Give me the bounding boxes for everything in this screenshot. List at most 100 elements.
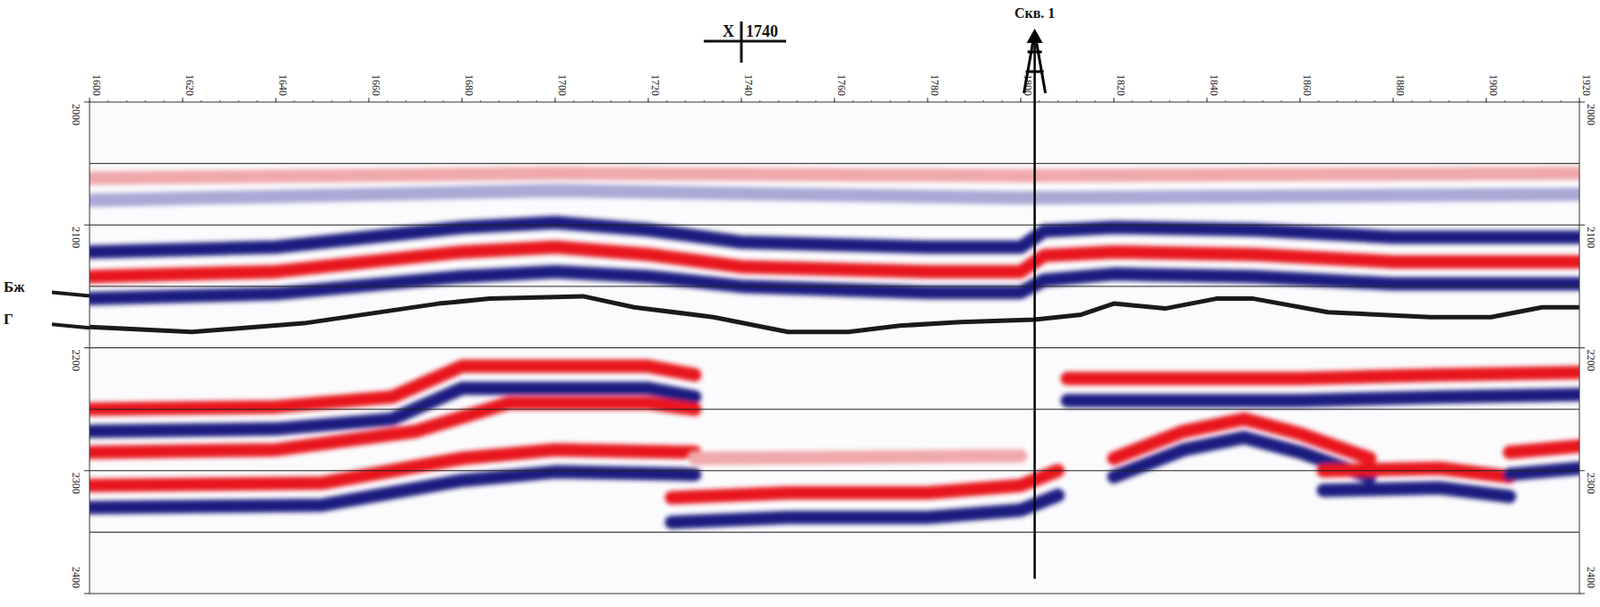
x-tick-label: 1700 — [556, 74, 569, 96]
x-minor-tick — [424, 100, 426, 103]
horizon — [89, 296, 1580, 333]
x-minor-tick — [275, 100, 277, 103]
x-minor-tick — [1057, 100, 1059, 103]
y-tick-label: 2100 — [1584, 226, 1598, 249]
x-minor-tick — [1281, 100, 1283, 103]
x-minor-tick — [1113, 100, 1115, 103]
x-minor-tick — [834, 100, 836, 103]
x-minor-tick — [983, 100, 984, 103]
y-tick-label: 2100 — [69, 226, 83, 249]
x-minor-tick — [1522, 100, 1524, 103]
x-minor-tick — [1131, 100, 1133, 103]
y-tick-label: 2000 — [1584, 103, 1598, 126]
x-minor-tick — [1393, 100, 1395, 103]
x-tick-label: 1900 — [1487, 74, 1500, 96]
x-tick — [555, 97, 557, 103]
x-tick-label: 1820 — [1114, 74, 1128, 96]
x-minor-tick — [1001, 100, 1003, 103]
x-minor-tick — [1150, 100, 1152, 103]
x-minor-tick — [573, 100, 574, 103]
x-minor-tick — [1429, 100, 1431, 103]
reflector — [89, 471, 695, 508]
x-tick-label: 1840 — [1207, 74, 1221, 96]
y-tick — [84, 470, 90, 471]
y-tick — [84, 347, 90, 349]
x-tick-label: 1600 — [90, 74, 103, 96]
reflector — [89, 190, 1580, 201]
x-tick-label: 1920 — [1580, 74, 1593, 96]
horizon-stub — [51, 291, 90, 296]
grid-line — [89, 224, 1580, 226]
x-minor-tick — [908, 100, 910, 103]
marker-label: X — [722, 22, 735, 41]
x-minor-tick — [1169, 100, 1171, 103]
grid-line — [89, 470, 1580, 471]
x-tick — [648, 97, 650, 103]
grid-line — [89, 409, 1580, 411]
x-tick — [927, 97, 929, 103]
x-minor-tick — [1300, 100, 1301, 103]
x-minor-tick — [1504, 100, 1506, 103]
x-minor-tick — [293, 100, 295, 103]
x-minor-tick — [684, 100, 686, 103]
x-tick — [1393, 97, 1395, 103]
x-minor-tick — [1038, 100, 1040, 103]
y-tick-label: 2300 — [69, 472, 83, 495]
x-minor-tick — [1076, 100, 1078, 103]
reflector — [1323, 468, 1510, 478]
horizon-label: Бж — [3, 278, 26, 296]
x-tick-label: 1640 — [276, 74, 290, 96]
y-tick-label: 2200 — [1584, 350, 1598, 372]
y-tick-label: 2000 — [69, 103, 83, 126]
y-tick-label: 2400 — [1584, 566, 1598, 589]
x-tick-label: 1860 — [1300, 74, 1314, 96]
x-minor-tick — [1095, 100, 1096, 103]
x-tick — [89, 97, 91, 103]
plot-bg — [89, 102, 1580, 594]
well-label: Скв. 1 — [1014, 5, 1055, 21]
x-minor-tick — [759, 100, 761, 103]
horizon-stub — [51, 324, 90, 328]
x-minor-tick — [610, 100, 612, 103]
x-tick-label: 1660 — [369, 74, 383, 96]
x-minor-tick — [666, 100, 668, 103]
x-minor-tick — [126, 100, 128, 103]
events — [89, 173, 1580, 523]
data-layer — [89, 173, 1580, 523]
x-minor-tick — [312, 100, 314, 103]
x-minor-tick — [405, 100, 407, 103]
reflector — [1509, 468, 1580, 475]
y-tick — [1579, 470, 1585, 471]
x-minor-tick — [368, 100, 370, 103]
reflector — [89, 271, 1580, 299]
x-minor-tick — [1336, 100, 1338, 103]
x-minor-tick — [945, 100, 947, 103]
x-minor-tick — [350, 100, 351, 103]
x-minor-tick — [591, 100, 593, 103]
x-minor-tick — [1560, 100, 1562, 103]
x-minor-tick — [1262, 100, 1264, 103]
x-minor-tick — [1020, 100, 1022, 103]
reflector — [1323, 487, 1510, 497]
x-minor-tick — [107, 100, 109, 103]
x-tick-label: 1740 — [742, 74, 755, 96]
reflector — [89, 173, 1580, 180]
x-minor-tick — [536, 100, 538, 103]
grid-line — [89, 162, 1580, 164]
x-minor-tick — [182, 100, 184, 103]
x-tick-label: 1880 — [1394, 74, 1407, 96]
x-tick — [1206, 97, 1208, 103]
x-tick — [834, 97, 836, 103]
reflector — [1067, 372, 1580, 379]
reflector — [694, 455, 1021, 459]
x-minor-tick — [703, 100, 705, 103]
x-tick — [1020, 97, 1022, 103]
y-tick — [1579, 347, 1585, 349]
x-tick — [462, 97, 463, 103]
x-minor-tick — [889, 100, 891, 103]
x-minor-tick — [852, 100, 854, 103]
marker-value: 1740 — [745, 22, 779, 41]
x-tick — [1486, 97, 1488, 103]
x-minor-tick — [1243, 100, 1245, 103]
x-minor-tick — [1355, 100, 1357, 103]
